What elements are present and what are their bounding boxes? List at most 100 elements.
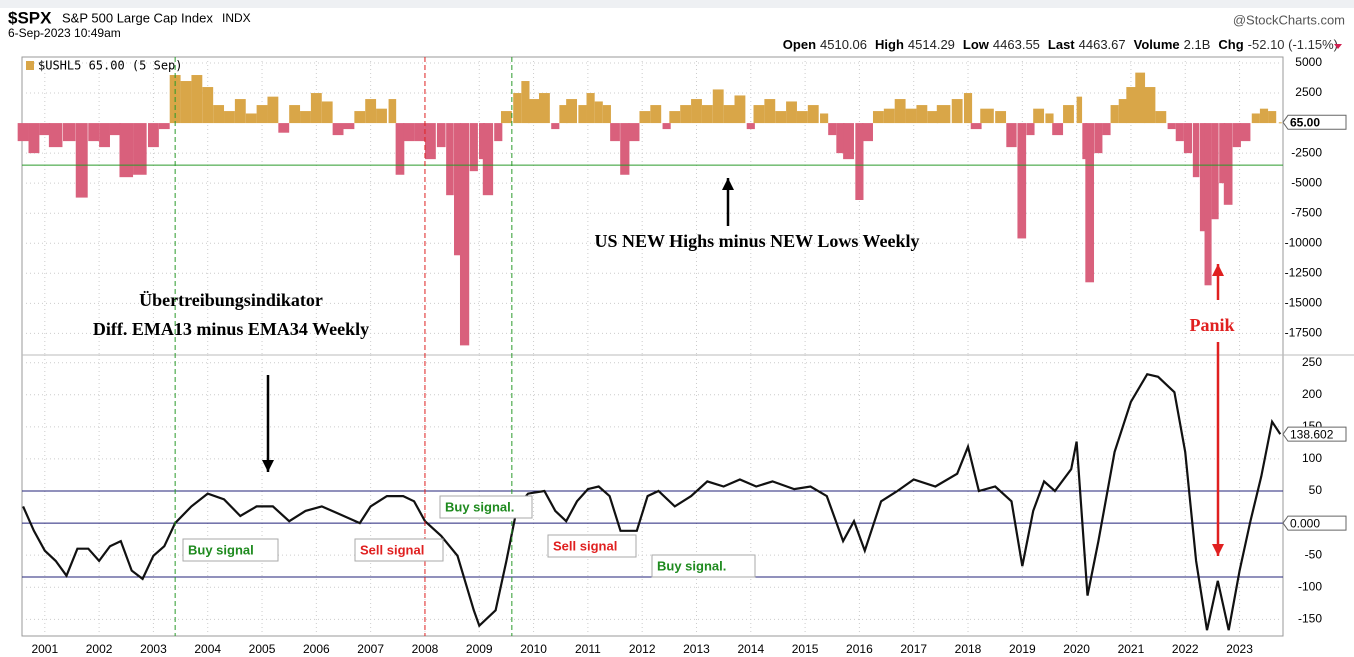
x-tick-label: 2002: [86, 642, 113, 656]
value-box: [1282, 515, 1347, 531]
value-box: [1282, 114, 1347, 130]
bar: [180, 81, 192, 124]
quote-value: 4514.29: [908, 37, 955, 52]
signal-box: [354, 538, 444, 562]
bar: [1045, 113, 1054, 124]
signal-box: [182, 538, 279, 562]
bar: [883, 108, 895, 124]
y-tick-label: -15000: [1285, 296, 1323, 310]
quote-value: 2.1B: [1184, 37, 1211, 52]
bar: [147, 123, 159, 148]
quote-value: 4463.67: [1079, 37, 1126, 52]
x-tick-label: 2020: [1063, 642, 1090, 656]
y-tick-label: -5000: [1291, 175, 1322, 189]
bar: [980, 108, 994, 124]
bar: [1118, 99, 1127, 124]
x-tick-label: 2008: [412, 642, 439, 656]
quote-key: Volume: [1134, 37, 1180, 52]
bar: [746, 123, 755, 130]
bar: [1223, 123, 1233, 205]
bar: [828, 123, 837, 136]
y-tick-label: -150: [1298, 611, 1322, 625]
y-tick-label: -50: [1305, 547, 1323, 561]
value-label: 65.00: [1290, 115, 1320, 129]
bar: [1211, 123, 1219, 220]
bar: [1102, 123, 1111, 136]
bar: [796, 111, 808, 124]
bar: [862, 123, 873, 142]
bar: [1155, 111, 1167, 124]
bar: [395, 123, 405, 175]
signal-box: [439, 495, 533, 519]
bar: [538, 93, 550, 124]
quote-key: High: [875, 37, 904, 52]
indicator-line: [22, 372, 1282, 631]
bar: [459, 123, 470, 346]
x-tick-label: 2016: [846, 642, 873, 656]
bar: [354, 111, 366, 124]
quote-key: Open: [783, 37, 816, 52]
bar: [213, 105, 225, 124]
bar: [669, 111, 681, 124]
symbol: $SPX: [8, 8, 52, 27]
bar: [310, 93, 322, 124]
bar: [278, 123, 290, 133]
bar: [628, 123, 640, 142]
bar: [701, 105, 713, 124]
source: @StockCharts.com: [1233, 12, 1345, 27]
bar: [586, 93, 595, 124]
bar: [836, 123, 845, 154]
bar: [1232, 123, 1241, 148]
bar: [786, 101, 797, 124]
value-label: 0.000: [1290, 516, 1320, 530]
signal-label: Sell signal: [360, 542, 424, 557]
bar: [1268, 111, 1277, 124]
signal-label: Buy signal.: [445, 499, 514, 514]
x-tick-label: 2023: [1226, 642, 1253, 656]
bar: [388, 99, 397, 124]
signal-label: Buy signal.: [657, 558, 726, 573]
y-tick-label: -2500: [1291, 145, 1322, 159]
bar: [1017, 123, 1027, 239]
y-tick-label: 100: [1302, 451, 1322, 465]
bar: [63, 123, 76, 142]
x-tick-label: 2013: [683, 642, 710, 656]
bar: [1033, 108, 1045, 124]
bar: [403, 123, 415, 142]
x-tick-label: 2017: [900, 642, 927, 656]
x-tick-label: 2001: [31, 642, 58, 656]
bar: [99, 123, 110, 148]
y-tick-label: -12500: [1285, 265, 1323, 279]
bar: [916, 105, 928, 124]
bar: [494, 123, 503, 142]
bar: [454, 123, 462, 256]
bar: [1006, 123, 1017, 148]
bar: [723, 105, 735, 124]
index-name: S&P 500 Large Cap Index: [62, 10, 213, 25]
quote-key: Low: [963, 37, 990, 52]
quote-value: -52.10 (-1.15%): [1248, 37, 1338, 52]
bar: [119, 123, 134, 178]
arrow-head: [1212, 544, 1224, 556]
bar: [414, 123, 425, 142]
bar: [951, 99, 963, 124]
x-tick-label: 2007: [357, 642, 384, 656]
x-tick-label: 2014: [737, 642, 764, 656]
bar: [1110, 105, 1119, 124]
arrow-head: [262, 460, 274, 472]
bar: [1126, 87, 1136, 124]
bar: [691, 99, 702, 124]
bar: [245, 113, 257, 124]
bar: [158, 123, 170, 130]
bar: [1219, 123, 1226, 184]
bar: [872, 111, 884, 124]
bar: [1167, 123, 1176, 130]
date: 6-Sep-2023 10:49am: [8, 26, 121, 40]
x-tick-label: 2005: [249, 642, 276, 656]
bar: [1094, 123, 1103, 154]
x-tick-label: 2012: [629, 642, 656, 656]
bar: [289, 105, 301, 124]
bar: [1204, 123, 1212, 286]
value-box: [1282, 426, 1347, 442]
